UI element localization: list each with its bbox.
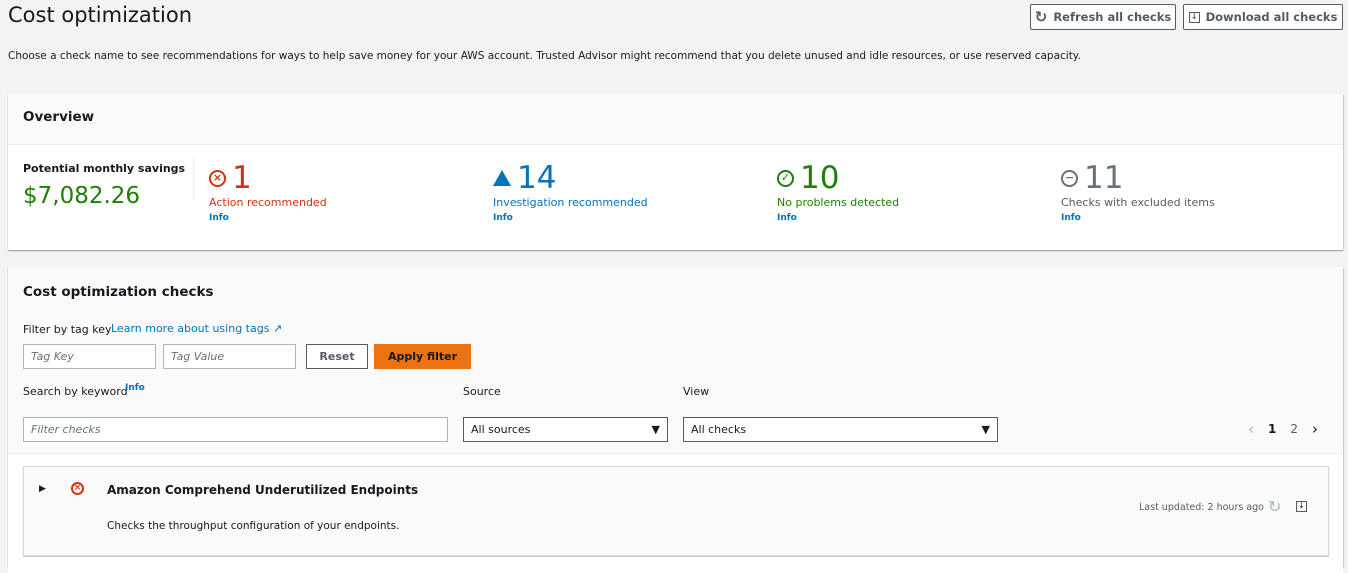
stat-count: 14 xyxy=(517,160,557,196)
source-label: Source xyxy=(463,385,501,398)
view-label: View xyxy=(683,385,710,398)
stat-label: Investigation recommended xyxy=(493,196,648,209)
error-icon: × xyxy=(71,482,84,495)
filter-checks-input[interactable]: Filter checks xyxy=(23,417,448,442)
refresh-icon: ↻ xyxy=(1034,8,1048,26)
page-title: Cost optimization xyxy=(8,3,193,27)
learn-more-link[interactable]: Learn more about using tags ↗ xyxy=(111,322,283,335)
page-1[interactable]: 1 xyxy=(1268,422,1277,436)
checks-panel: Cost optimization checks Filter by tag k… xyxy=(8,267,1343,573)
page-description: Choose a check name to see recommendatio… xyxy=(8,50,1081,62)
stat-checks-with-excluded-items: −11 Checks with excluded items Info xyxy=(1061,160,1215,223)
checks-title: Cost optimization checks xyxy=(23,284,214,300)
tag-key-input[interactable]: Tag Key xyxy=(23,344,156,369)
download-icon: ↓ xyxy=(1188,11,1200,23)
prev-page-icon[interactable]: ‹ xyxy=(1248,420,1254,438)
check-name[interactable]: Amazon Comprehend Underutilized Endpoint… xyxy=(107,483,419,497)
info-link[interactable]: Info xyxy=(209,213,229,223)
stat-count: 1 xyxy=(232,160,252,196)
expand-icon[interactable]: ▶ xyxy=(39,484,46,494)
tag-value-input[interactable]: Tag Value xyxy=(163,344,296,369)
caret-down-icon: ▼ xyxy=(981,423,990,436)
stat-count: 10 xyxy=(800,160,840,196)
stat-label: Checks with excluded items xyxy=(1061,196,1215,209)
refresh-all-checks-button[interactable]: ↻ Refresh all checks xyxy=(1030,4,1176,30)
caret-down-icon: ▼ xyxy=(651,423,660,436)
apply-filter-button[interactable]: Apply filter xyxy=(374,344,471,369)
stat-label: No problems detected xyxy=(777,196,900,209)
download-label: Download all checks xyxy=(1205,10,1338,24)
overview-title: Overview xyxy=(8,94,1343,145)
download-all-checks-button[interactable]: ↓ Download all checks xyxy=(1183,4,1343,30)
download-icon[interactable]: ↓ xyxy=(1296,501,1307,512)
info-link[interactable]: Info xyxy=(1061,213,1081,223)
stat-label: Action recommended xyxy=(209,196,327,209)
excluded-icon: − xyxy=(1061,169,1078,187)
error-icon: × xyxy=(209,169,226,187)
overview-panel: Overview Potential monthly savings $7,08… xyxy=(8,94,1343,250)
divider xyxy=(193,157,194,200)
stat-action-recommended: × 1 Action recommended Info xyxy=(209,160,327,223)
stat-investigation-recommended: ! 14 Investigation recommended Info xyxy=(493,160,648,223)
check-item[interactable]: ▶ × Amazon Comprehend Underutilized Endp… xyxy=(23,466,1329,556)
source-select[interactable]: All sources ▼ xyxy=(463,417,668,442)
external-link-icon: ↗ xyxy=(272,322,283,335)
page-2[interactable]: 2 xyxy=(1290,422,1298,436)
savings-label: Potential monthly savings xyxy=(23,162,186,175)
pagination: ‹ 1 2 › xyxy=(1248,420,1318,438)
next-page-icon[interactable]: › xyxy=(1312,420,1318,438)
check-description: Checks the throughput configuration of y… xyxy=(107,520,400,532)
stat-count: 11 xyxy=(1084,160,1124,196)
search-label: Search by keyword xyxy=(23,385,128,398)
check-icon: ✓ xyxy=(777,169,794,187)
refresh-label: Refresh all checks xyxy=(1053,10,1172,24)
last-updated: Last updated: 2 hours ago xyxy=(1139,502,1264,513)
refresh-icon[interactable]: ↻ xyxy=(1268,497,1282,516)
savings-value: $7,082.26 xyxy=(23,183,141,209)
stat-no-problems-detected: ✓ 10 No problems detected Info xyxy=(777,160,899,223)
reset-button[interactable]: Reset xyxy=(306,344,368,369)
view-select[interactable]: All checks ▼ xyxy=(683,417,998,442)
search-info-link[interactable]: Info xyxy=(125,383,145,393)
warning-icon: ! xyxy=(493,170,511,196)
info-link[interactable]: Info xyxy=(493,213,513,223)
info-link[interactable]: Info xyxy=(777,213,797,223)
filter-label: Filter by tag key xyxy=(23,323,112,336)
